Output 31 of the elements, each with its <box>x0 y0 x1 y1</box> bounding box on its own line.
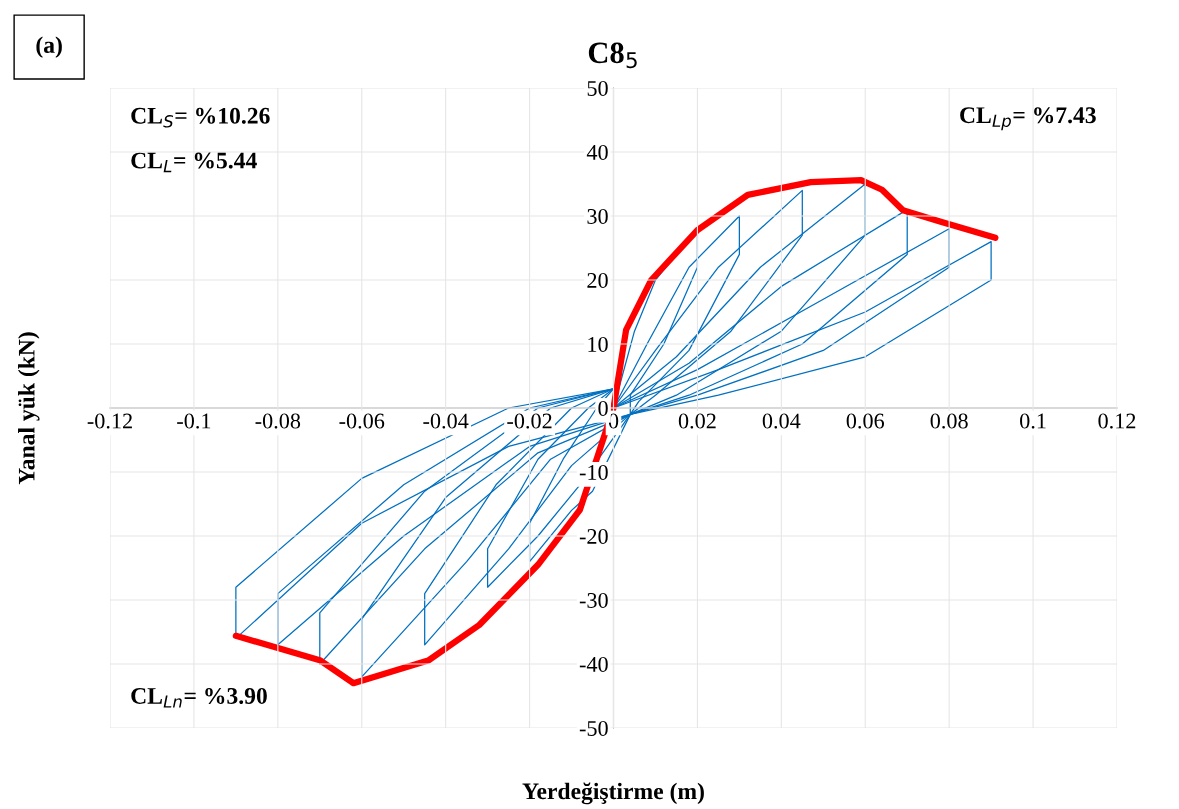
x-tick-label: -0.12 <box>87 413 132 429</box>
x-tick-label: -0.06 <box>339 413 385 429</box>
text: (a) <box>36 36 62 58</box>
x-tick-label: -0.02 <box>507 413 552 429</box>
y-tick-label: 10 <box>588 336 608 352</box>
x-tick-label: 0.1 <box>1020 413 1046 429</box>
y-tick-label: 0 <box>598 400 608 416</box>
y-tick-label: -20 <box>579 528 608 544</box>
annotation: CL$_{L}$= %5.44 <box>131 152 257 173</box>
y-tick-label: -10 <box>579 464 608 480</box>
y-tick-label: 40 <box>586 144 608 160</box>
annotation: CL$_{S}$= %10.26 <box>131 107 270 128</box>
y-tick-label: 20 <box>587 272 608 288</box>
x-tick-label: 0.06 <box>846 413 885 429</box>
x-tick-label: 0.12 <box>1098 413 1136 429</box>
x-tick-label: -0.08 <box>255 413 301 429</box>
y-tick-label: -40 <box>579 656 608 672</box>
x-axis-title: Yerdeğiştirme (m) <box>522 782 704 805</box>
y-tick-label: 50 <box>587 80 608 96</box>
x-tick-label: 0.04 <box>762 413 801 429</box>
x-tick-label: 0.02 <box>678 413 716 429</box>
y-axis-title: Yanal yük (kN) <box>18 332 40 485</box>
y-tick-label: 30 <box>587 208 608 224</box>
annotation: CL$_{Ln}$= %3.90 <box>131 687 267 708</box>
x-tick-label: -0.04 <box>423 413 469 429</box>
x-tick-label: 0.08 <box>930 413 968 429</box>
y-tick-label: -30 <box>579 592 608 608</box>
x-tick-label: -0.1 <box>177 413 211 429</box>
annotation: CL$_{Lp}$= %7.43 <box>960 107 1096 131</box>
chart-title: C8$_{5}$ <box>588 42 637 69</box>
y-tick-label: -50 <box>579 720 608 736</box>
